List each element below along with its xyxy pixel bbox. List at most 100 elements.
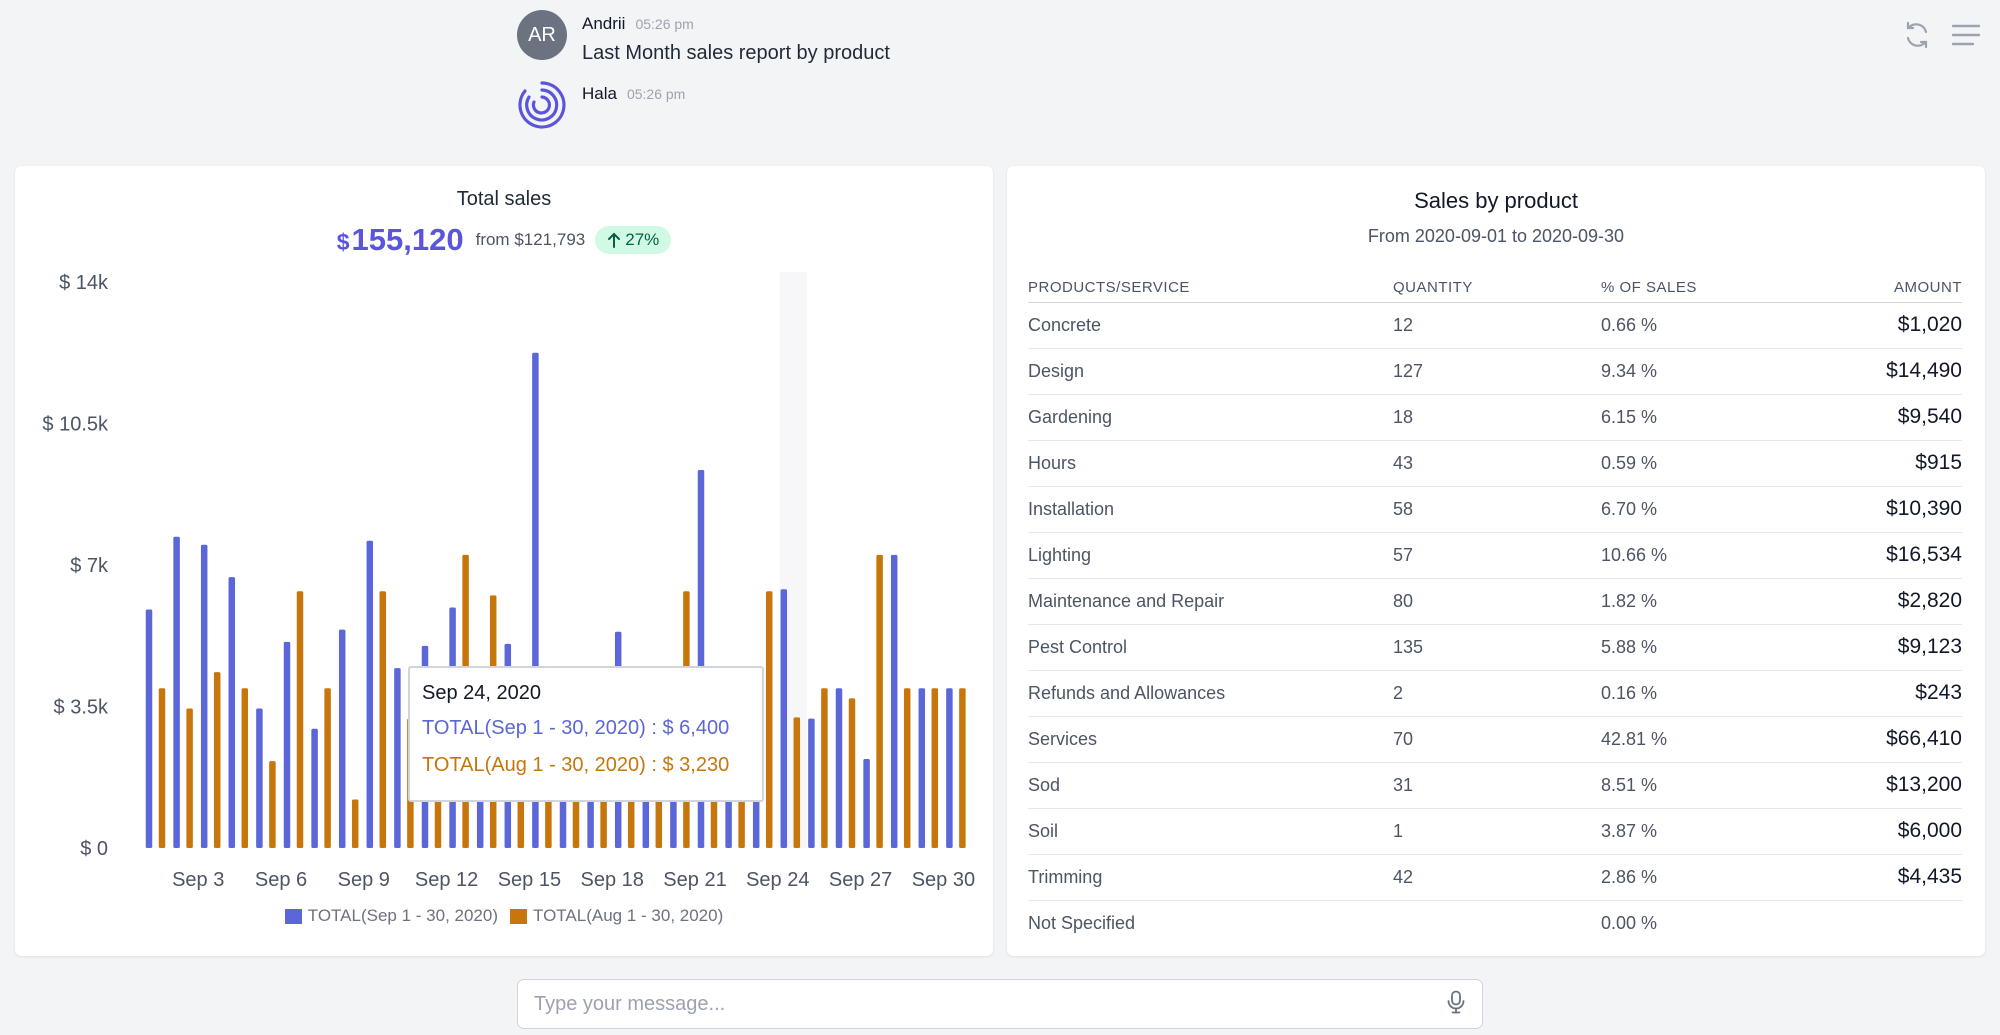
amount-cell: $9,540 bbox=[1831, 394, 1962, 441]
change-badge: 27% bbox=[595, 226, 672, 254]
bar-previous-period[interactable] bbox=[241, 688, 249, 848]
bar-previous-period[interactable] bbox=[379, 591, 387, 848]
product-cell: Trimming bbox=[1028, 854, 1393, 901]
table-row: Trimming 42 2.86 % $4,435 bbox=[1028, 854, 1962, 901]
sales-by-product-title: Sales by product bbox=[1414, 188, 1578, 213]
chart-legend: TOTAL(Sep 1 - 30, 2020) TOTAL(Aug 1 - 30… bbox=[15, 906, 993, 926]
bar-previous-period[interactable] bbox=[848, 698, 856, 848]
quantity-cell bbox=[1393, 900, 1601, 946]
chat-message: Hala 05:26 pm bbox=[517, 80, 890, 138]
y-tick-label: $ 0 bbox=[80, 838, 108, 860]
sales-bar-chart[interactable]: $ 0 $ 3.5k $ 7k $ 10.5k $ 14k Sep 3 Sep 6 Sep 9… bbox=[15, 166, 993, 896]
column-header-amount: AMOUNT bbox=[1831, 274, 1962, 303]
bar-previous-period[interactable] bbox=[213, 672, 221, 848]
bar-previous-period[interactable] bbox=[269, 761, 276, 848]
bar-current-period[interactable] bbox=[200, 544, 208, 848]
bar-current-period[interactable] bbox=[808, 718, 815, 848]
product-cell: Hours bbox=[1028, 440, 1393, 487]
message-author: Hala bbox=[582, 84, 617, 103]
percent-cell: 3.87 % bbox=[1601, 808, 1831, 855]
quantity-cell: 135 bbox=[1393, 624, 1601, 671]
table-row: Maintenance and Repair 80 1.82 % $2,820 bbox=[1028, 578, 1962, 625]
column-header-quantity: QUANTITY bbox=[1393, 274, 1601, 303]
y-tick-label: $ 14k bbox=[59, 272, 109, 294]
bar-current-period[interactable] bbox=[283, 641, 291, 848]
legend-item-current[interactable]: TOTAL(Sep 1 - 30, 2020) bbox=[284, 906, 498, 926]
bar-current-period[interactable] bbox=[145, 609, 153, 848]
total-sales-card: Total sales $ 155,120 from $121,793 27% … bbox=[15, 166, 993, 956]
bar-current-period[interactable] bbox=[173, 536, 180, 848]
bar-previous-period[interactable] bbox=[821, 688, 828, 848]
message-composer bbox=[517, 979, 1483, 1029]
microphone-icon[interactable] bbox=[1446, 990, 1466, 1019]
quantity-cell: 2 bbox=[1393, 670, 1601, 717]
bar-current-period[interactable] bbox=[394, 668, 401, 848]
bar-current-period[interactable] bbox=[835, 688, 843, 848]
legend-item-previous[interactable]: TOTAL(Aug 1 - 30, 2020) bbox=[510, 906, 723, 926]
column-header-percent: % OF SALES bbox=[1601, 274, 1831, 303]
amount-cell: $1,020 bbox=[1831, 302, 1962, 349]
product-cell: Installation bbox=[1028, 486, 1393, 533]
message-time: 05:26 pm bbox=[635, 16, 694, 32]
table-row: Hours 43 0.59 % $915 bbox=[1028, 440, 1962, 487]
message-input[interactable] bbox=[534, 992, 1446, 1016]
percent-cell: 0.16 % bbox=[1601, 670, 1831, 717]
product-cell: Maintenance and Repair bbox=[1028, 578, 1393, 625]
bar-previous-period[interactable] bbox=[876, 554, 883, 848]
table-row: Gardening 18 6.15 % $9,540 bbox=[1028, 394, 1962, 441]
bot-logo-icon bbox=[517, 80, 567, 130]
bar-previous-period[interactable] bbox=[765, 591, 773, 848]
chat-thread: AR Andrii 05:26 pm Last Month sales repo… bbox=[517, 10, 890, 138]
tooltip-previous-value: TOTAL(Aug 1 - 30, 2020) : $ 3,230 bbox=[422, 754, 730, 776]
bar-current-period[interactable] bbox=[366, 540, 374, 848]
amount-value: 155,120 bbox=[351, 222, 464, 257]
percent-cell: 8.51 % bbox=[1601, 762, 1831, 809]
bar-previous-period[interactable] bbox=[324, 688, 331, 848]
bar-current-period[interactable] bbox=[780, 589, 788, 848]
bar-previous-period[interactable] bbox=[903, 688, 911, 848]
amount-cell bbox=[1831, 900, 1962, 946]
bar-previous-period[interactable] bbox=[158, 688, 166, 848]
percent-cell: 1.82 % bbox=[1601, 578, 1831, 625]
bar-current-period[interactable] bbox=[311, 728, 318, 848]
total-sales-amount: $ 155,120 bbox=[337, 222, 464, 258]
bar-current-period[interactable] bbox=[338, 629, 346, 848]
bar-current-period[interactable] bbox=[256, 708, 263, 848]
percent-cell: 0.66 % bbox=[1601, 302, 1831, 349]
product-cell: Refunds and Allowances bbox=[1028, 670, 1393, 717]
bar-current-period[interactable] bbox=[946, 688, 953, 848]
amount-cell: $243 bbox=[1831, 670, 1962, 717]
quantity-cell: 12 bbox=[1393, 302, 1601, 349]
bar-previous-period[interactable] bbox=[186, 708, 193, 848]
currency-symbol: $ bbox=[336, 229, 350, 255]
amount-cell: $2,820 bbox=[1831, 578, 1962, 625]
bar-current-period[interactable] bbox=[228, 577, 236, 848]
quantity-cell: 18 bbox=[1393, 394, 1601, 441]
bar-current-period[interactable] bbox=[918, 688, 926, 848]
product-cell: Services bbox=[1028, 716, 1393, 763]
menu-icon[interactable] bbox=[1950, 20, 1982, 50]
product-cell: Gardening bbox=[1028, 394, 1393, 441]
bar-previous-period[interactable] bbox=[296, 591, 304, 848]
column-header-product: PRODUCTS/SERVICE bbox=[1028, 274, 1393, 303]
bar-previous-period[interactable] bbox=[959, 688, 966, 848]
x-tick-label: Sep 27 bbox=[829, 869, 892, 891]
percent-cell: 42.81 % bbox=[1601, 716, 1831, 763]
amount-cell: $6,000 bbox=[1831, 808, 1962, 855]
bar-current-period[interactable] bbox=[890, 554, 898, 848]
tooltip-current-value: TOTAL(Sep 1 - 30, 2020) : $ 6,400 bbox=[422, 717, 730, 739]
quantity-cell: 1 bbox=[1393, 808, 1601, 855]
bar-previous-period[interactable] bbox=[351, 799, 359, 848]
refresh-icon[interactable] bbox=[1902, 20, 1932, 50]
x-tick-label: Sep 30 bbox=[912, 869, 975, 891]
bar-current-period[interactable] bbox=[863, 759, 870, 848]
percent-cell: 0.00 % bbox=[1601, 912, 1658, 933]
amount-cell: $10,390 bbox=[1831, 486, 1962, 533]
x-tick-label: Sep 12 bbox=[415, 869, 478, 891]
bar-previous-period[interactable] bbox=[793, 717, 801, 848]
total-sales-title: Total sales bbox=[456, 188, 552, 210]
bar-previous-period[interactable] bbox=[931, 688, 939, 848]
table-row: Sod 31 8.51 % $13,200 bbox=[1028, 762, 1962, 809]
sales-by-product-table: PRODUCTS/SERVICE QUANTITY % OF SALES AMO… bbox=[1028, 274, 1962, 946]
percent-cell: 10.66 % bbox=[1601, 532, 1831, 579]
